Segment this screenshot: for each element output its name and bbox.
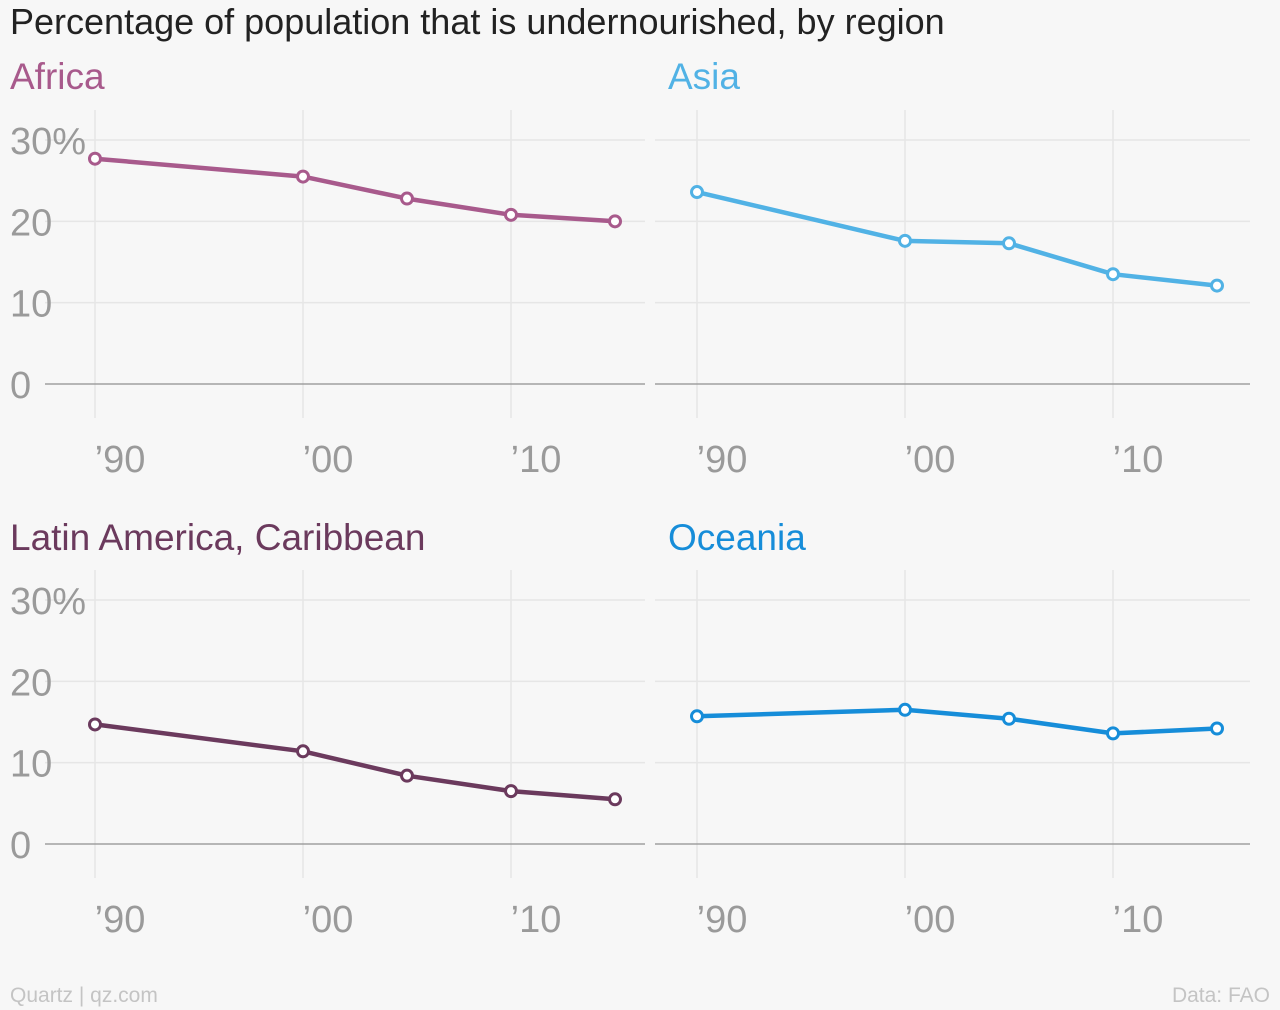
data-point — [88, 717, 102, 732]
data-point — [504, 784, 518, 799]
y-tick-label: 10 — [10, 744, 52, 786]
data-point — [1210, 721, 1224, 736]
y-tick-label: 0 — [10, 825, 31, 867]
panel-oceania: Oceania ’90 ’00 ’10 — [655, 517, 1250, 941]
series-line — [92, 722, 618, 802]
data-point — [400, 191, 414, 206]
x-tick-label: ’00 — [303, 439, 354, 481]
data-point — [898, 702, 912, 717]
data-point — [296, 744, 310, 759]
x-tick-label: ’10 — [511, 899, 562, 941]
x-tick-label: ’90 — [697, 439, 748, 481]
panel-asia: Asia ’90 ’00 ’10 — [655, 56, 1250, 481]
y-tick-label: 0 — [10, 365, 31, 407]
panel-title: Asia — [668, 56, 740, 97]
data-point — [296, 169, 310, 184]
data-point — [1002, 711, 1016, 726]
panel-africa: Africa 0 10 20 30% ’90 ’00 ’10 — [10, 56, 645, 481]
panel-title: Oceania — [668, 517, 806, 558]
data-point — [608, 214, 622, 229]
data-point — [690, 709, 704, 724]
x-tick-label: ’90 — [95, 899, 146, 941]
x-tick-label: ’00 — [303, 899, 354, 941]
data-point — [608, 792, 622, 807]
x-tick-label: ’90 — [95, 439, 146, 481]
data-point — [400, 768, 414, 783]
panel-title: Africa — [10, 56, 105, 97]
series-line — [694, 189, 1220, 288]
x-tick-label: ’00 — [905, 899, 956, 941]
series-line — [92, 156, 618, 224]
x-tick-label: ’90 — [697, 899, 748, 941]
x-tick-label: ’00 — [905, 439, 956, 481]
y-tick-label: 20 — [10, 202, 52, 244]
chart-title: Percentage of population that is underno… — [10, 1, 945, 42]
x-tick-label: ’10 — [511, 439, 562, 481]
y-tick-label: 30% — [10, 581, 86, 623]
data-point — [898, 233, 912, 248]
data-point — [1106, 726, 1120, 741]
data-point — [1002, 236, 1016, 251]
data-point — [504, 207, 518, 222]
panel-latin-america-caribbean: Latin America, Caribbean 0 10 20 30% ’90 ’00 ’1… — [10, 517, 645, 941]
y-tick-label: 10 — [10, 284, 52, 326]
panel-title: Latin America, Caribbean — [10, 517, 425, 558]
y-tick-label: 30% — [10, 121, 86, 163]
x-tick-label: ’10 — [1113, 439, 1164, 481]
data-point — [1106, 267, 1120, 282]
footer-data-credit: Data: FAO — [1171, 984, 1270, 1007]
data-point — [1210, 278, 1224, 293]
footer-source: Quartz | qz.com — [10, 984, 158, 1007]
series-line — [694, 707, 1220, 736]
data-point — [88, 151, 102, 166]
y-tick-label: 20 — [10, 662, 52, 704]
x-tick-label: ’10 — [1113, 899, 1164, 941]
data-point — [690, 185, 704, 200]
